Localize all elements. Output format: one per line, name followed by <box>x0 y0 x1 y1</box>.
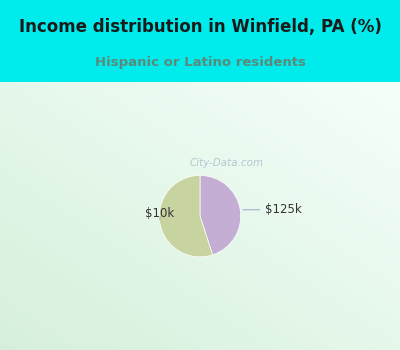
Text: Hispanic or Latino residents: Hispanic or Latino residents <box>94 56 306 69</box>
Text: Income distribution in Winfield, PA (%): Income distribution in Winfield, PA (%) <box>18 18 382 36</box>
Text: City-Data.com: City-Data.com <box>189 158 263 168</box>
Wedge shape <box>159 175 212 257</box>
Wedge shape <box>200 175 241 255</box>
Text: $10k: $10k <box>145 208 175 220</box>
Text: $125k: $125k <box>243 203 302 216</box>
